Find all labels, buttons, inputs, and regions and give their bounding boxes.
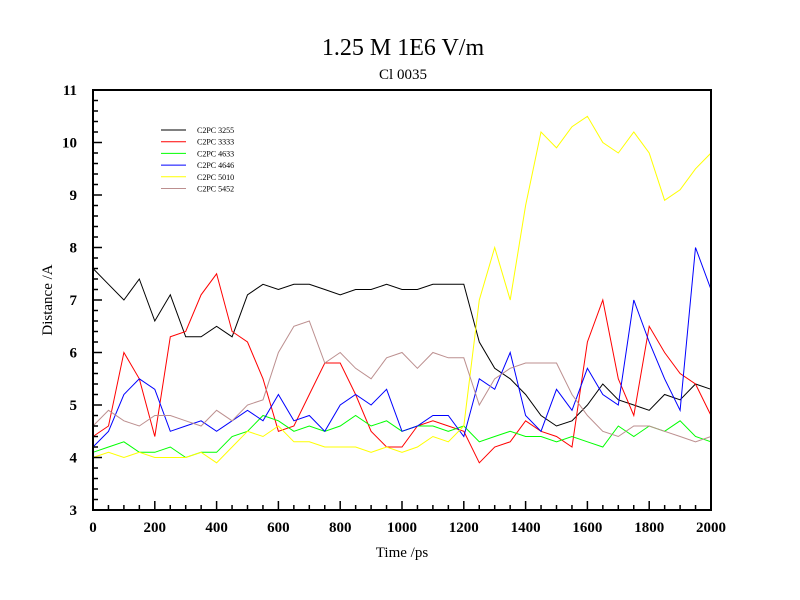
y-tick-label: 10 bbox=[62, 136, 77, 152]
x-tick-label: 0 bbox=[89, 520, 97, 536]
legend-label: C2PC 5452 bbox=[197, 185, 234, 194]
legend-label: C2PC 4646 bbox=[197, 161, 234, 170]
legend: C2PC 3255 C2PC 3333 C2PC 4633 C2PC 4646 C2PC… bbox=[161, 126, 234, 194]
x-tick-label: 600 bbox=[267, 520, 290, 536]
x-tick-label: 800 bbox=[329, 520, 352, 536]
y-tick-label: 8 bbox=[70, 241, 78, 257]
x-tick-label: 1600 bbox=[572, 520, 602, 536]
y-tick-label: 3 bbox=[70, 503, 78, 519]
series-line-c2pc-5452 bbox=[92, 320, 712, 443]
series-line-c2pc-3333 bbox=[92, 272, 712, 464]
series-line-c2pc-4646 bbox=[92, 247, 712, 448]
y-tick-label: 11 bbox=[63, 83, 77, 99]
axis-ticks: 0 200 400 600 800 1000 1200 1400 1600 1800 2000 3 4 5… bbox=[62, 83, 726, 536]
x-tick-label: 400 bbox=[205, 520, 228, 536]
series-layer bbox=[92, 115, 712, 464]
legend-label: C2PC 4633 bbox=[197, 149, 234, 158]
x-tick-label: 1200 bbox=[449, 520, 479, 536]
x-tick-label: 2000 bbox=[696, 520, 726, 536]
series-line-c2pc-3255 bbox=[92, 268, 712, 427]
legend-label: C2PC 3255 bbox=[197, 126, 234, 135]
x-tick-label: 1400 bbox=[511, 520, 541, 536]
legend-label: C2PC 3333 bbox=[197, 138, 234, 147]
y-tick-label: 6 bbox=[70, 346, 78, 362]
y-axis-label: Distance /A bbox=[40, 264, 56, 335]
x-tick-label: 1000 bbox=[387, 520, 417, 536]
y-tick-label: 7 bbox=[70, 293, 78, 309]
legend-label: C2PC 5010 bbox=[197, 173, 234, 182]
x-axis-label: Time /ps bbox=[376, 545, 429, 561]
y-tick-label: 9 bbox=[70, 188, 78, 204]
series-line-c2pc-5010 bbox=[92, 115, 712, 464]
chart-subtitle: Cl 0035 bbox=[379, 67, 427, 83]
x-tick-label: 1800 bbox=[634, 520, 664, 536]
chart-title: 1.25 M 1E6 V/m bbox=[322, 35, 485, 61]
y-tick-label: 4 bbox=[70, 451, 78, 467]
y-tick-label: 5 bbox=[70, 398, 78, 414]
x-tick-label: 200 bbox=[144, 520, 167, 536]
